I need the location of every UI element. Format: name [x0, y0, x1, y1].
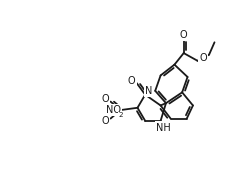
Text: NH: NH [156, 123, 171, 133]
Text: O: O [101, 116, 109, 126]
Text: NO: NO [106, 105, 121, 115]
Text: N: N [111, 105, 118, 115]
Text: 2: 2 [118, 112, 123, 118]
Text: O: O [128, 76, 135, 86]
Text: N: N [145, 86, 153, 96]
Text: O: O [101, 94, 109, 104]
Text: O: O [199, 53, 207, 63]
Text: O: O [180, 30, 187, 40]
